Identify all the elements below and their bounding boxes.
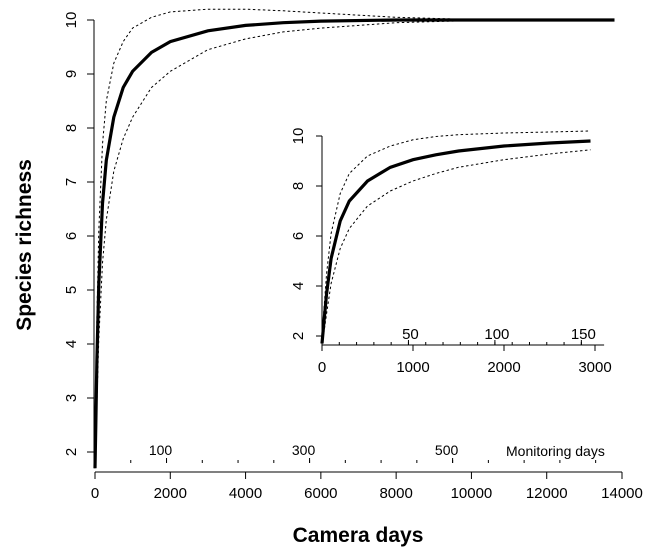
secondary-tick-label-100: 100	[149, 442, 173, 458]
inset-x-tick-label-1000: 1000	[396, 359, 429, 376]
inset-x-tick-label-3000: 3000	[578, 359, 611, 376]
y-tick-label-4: 4	[63, 340, 80, 348]
x-tick-label-2000: 2000	[154, 485, 187, 502]
x-axis-title: Camera days	[293, 524, 424, 547]
x-tick-label-6000: 6000	[304, 485, 337, 502]
inset-series-lower-ci	[321, 149, 591, 344]
series-upper-ci	[94, 8, 615, 469]
inset-y-tick-label-6: 6	[290, 232, 307, 240]
inset-secondary-tick-label-150: 150	[571, 326, 596, 343]
x-tick-label-10000: 10000	[451, 485, 493, 502]
x-tick-label-4000: 4000	[229, 485, 262, 502]
y-tick-label-9: 9	[63, 70, 80, 78]
inset-x-tick-label-2000: 2000	[487, 359, 520, 376]
y-tick-label-7: 7	[63, 178, 80, 186]
x-tick-label-12000: 12000	[526, 485, 568, 502]
y-axis-title: Species richness	[13, 159, 36, 331]
inset-plot: 0 1000 2000 3000 2 4 6 8 10 50 100 150	[290, 128, 612, 376]
y-tick-label-8: 8	[63, 124, 80, 132]
series-estimate	[93, 18, 615, 469]
secondary-tick-label-300: 300	[292, 442, 316, 458]
y-tick-label-6: 6	[63, 232, 80, 240]
y-tick-label-5: 5	[63, 286, 80, 294]
inset-series-estimate	[320, 139, 591, 344]
inset-y-tick-label-2: 2	[290, 332, 307, 340]
y-tick-label-2: 2	[63, 448, 80, 456]
secondary-axis-title: Monitoring days	[506, 443, 605, 459]
x-tick-label-14000: 14000	[601, 485, 643, 502]
x-tick-label-0: 0	[91, 485, 99, 502]
y-tick-label-3: 3	[63, 394, 80, 402]
x-tick-label-8000: 8000	[379, 485, 412, 502]
inset-y-tick-label-10: 10	[290, 128, 307, 145]
inset-secondary-tick-label-100: 100	[484, 326, 509, 343]
inset-series-upper-ci	[321, 130, 591, 344]
main-plot: 0 2000 4000 6000 8000 10000 12000 1400023456789…	[63, 8, 643, 502]
y-tick-label-10: 10	[63, 12, 80, 29]
inset-y-tick-label-4: 4	[290, 282, 307, 290]
inset-y-tick-label-8: 8	[290, 182, 307, 190]
inset-x-tick-label-0: 0	[318, 359, 326, 376]
secondary-tick-label-500: 500	[435, 442, 459, 458]
inset-secondary-tick-label-50: 50	[402, 326, 419, 343]
series-lower-ci	[94, 19, 615, 469]
